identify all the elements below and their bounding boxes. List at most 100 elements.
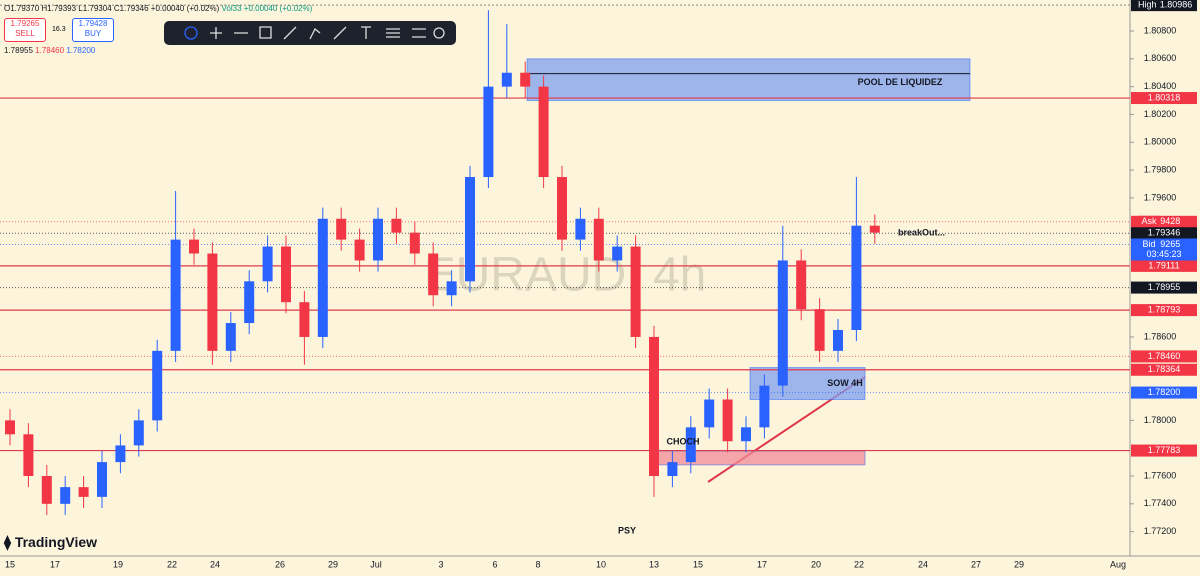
side-tag-label: Bid bbox=[1142, 239, 1155, 249]
y-tick-label: 1.80400 bbox=[1144, 81, 1177, 91]
x-tick-label: 20 bbox=[811, 559, 821, 569]
candle-body bbox=[133, 420, 144, 446]
tool[interactable] bbox=[184, 26, 198, 40]
brand-name: TradingView bbox=[14, 534, 98, 550]
x-tick-label: 17 bbox=[50, 559, 60, 569]
x-tick-label: 3 bbox=[438, 559, 443, 569]
candle-body bbox=[483, 86, 494, 178]
level-tag bbox=[1131, 259, 1197, 272]
candle-body bbox=[557, 177, 567, 240]
price-tag bbox=[1131, 350, 1197, 363]
x-tick-label: 29 bbox=[1014, 559, 1024, 569]
x-tick-label: 22 bbox=[167, 559, 177, 569]
tool-icons[interactable] bbox=[210, 26, 445, 40]
x-tick-label: 24 bbox=[918, 559, 928, 569]
sell-button[interactable]: 1.79265 SELL bbox=[4, 18, 46, 42]
level-tag bbox=[1131, 444, 1197, 457]
volume: Vol33 +0.00040 (+0.02%) bbox=[221, 4, 313, 13]
high-name: High bbox=[1138, 0, 1157, 10]
buy-price: 1.79428 bbox=[78, 19, 108, 28]
level-label: 1.79111 bbox=[1148, 260, 1179, 270]
level-label: 1.80318 bbox=[1148, 92, 1181, 102]
candle-body bbox=[409, 232, 420, 254]
side-tag bbox=[1138, 215, 1160, 228]
candle-body bbox=[23, 434, 34, 477]
candle-body bbox=[5, 420, 15, 435]
y-tick-label: 1.78000 bbox=[1144, 415, 1177, 425]
candle-body bbox=[851, 225, 862, 330]
annotation: breakOut... bbox=[898, 227, 945, 237]
price-label: 1.78955 bbox=[1148, 282, 1181, 292]
level: 1.78955 bbox=[4, 46, 33, 55]
candle-body bbox=[685, 427, 696, 463]
x-tick-label: Aug bbox=[1110, 559, 1126, 569]
x-tick-label: 8 bbox=[535, 559, 540, 569]
y-tick-label: 1.78600 bbox=[1144, 331, 1177, 341]
level-tag bbox=[1131, 92, 1197, 105]
annotation: CHOCH bbox=[667, 436, 700, 446]
zone-label: SOW 4H bbox=[827, 378, 863, 388]
annotation: PSY bbox=[618, 525, 636, 535]
y-tick-label: 1.77600 bbox=[1144, 470, 1177, 480]
candle-body bbox=[41, 476, 52, 504]
x-tick-label: 22 bbox=[854, 559, 864, 569]
y-tick-label: 1.77400 bbox=[1144, 498, 1177, 508]
candle-body bbox=[60, 487, 71, 504]
candle-body bbox=[814, 309, 825, 351]
price-label: 1.79265 bbox=[1148, 239, 1181, 249]
candle-body bbox=[501, 72, 512, 87]
buy-button[interactable]: 1.79428 BUY bbox=[72, 18, 114, 42]
zone-label: POOL DE LIQUIDEZ bbox=[858, 77, 943, 87]
candle-body bbox=[281, 246, 291, 303]
price-tag bbox=[1131, 386, 1197, 399]
candle-body bbox=[262, 246, 273, 282]
candle-body bbox=[833, 329, 843, 351]
price-label: 1.78460 bbox=[1148, 351, 1181, 361]
candle-body bbox=[207, 253, 218, 351]
side-tag-label: Ask bbox=[1141, 216, 1157, 226]
price-tag bbox=[1131, 281, 1197, 294]
candle-body bbox=[796, 260, 807, 310]
candle-body bbox=[722, 399, 733, 442]
y-tick-label: 1.79800 bbox=[1144, 164, 1177, 174]
candle-body bbox=[189, 239, 199, 254]
x-tick-label: 6 bbox=[492, 559, 497, 569]
candle-body bbox=[97, 462, 107, 497]
candle-body bbox=[225, 323, 236, 351]
candle-body bbox=[152, 350, 163, 421]
order-levels: 1.78955 1.78460 1.78200 bbox=[4, 46, 95, 55]
candle-body bbox=[446, 281, 457, 296]
brand: ⧫ TradingView bbox=[4, 534, 98, 550]
candle-body bbox=[593, 218, 604, 261]
buy-label: BUY bbox=[84, 29, 102, 38]
toolbar-icons bbox=[184, 26, 445, 40]
y-tick-label: 1.77200 bbox=[1144, 526, 1177, 536]
x-tick-label: 26 bbox=[275, 559, 285, 569]
candle-body bbox=[741, 427, 751, 442]
candle-body bbox=[244, 281, 255, 324]
level-label: 1.77783 bbox=[1148, 445, 1181, 455]
quote-bar: O1.79370 H1.79393 L1.79304 C1.79346 +0.0… bbox=[4, 4, 312, 13]
candle-body bbox=[170, 239, 181, 351]
x-tick-label: 24 bbox=[210, 559, 220, 569]
y-tick-label: 1.79600 bbox=[1144, 192, 1177, 202]
candle-body bbox=[520, 72, 531, 87]
level-tag bbox=[1131, 304, 1197, 317]
spread: 16.3 bbox=[52, 26, 66, 33]
candle-body bbox=[354, 239, 365, 261]
x-tick-label: 19 bbox=[113, 559, 123, 569]
level-tag bbox=[1131, 363, 1197, 376]
y-tick-label: 1.80800 bbox=[1144, 25, 1177, 35]
price-label: 1.79346 bbox=[1148, 228, 1181, 238]
candle-body bbox=[667, 462, 678, 477]
candle-body bbox=[336, 218, 347, 240]
candle-body bbox=[704, 399, 715, 428]
candle-body bbox=[465, 177, 475, 282]
side-tag bbox=[1138, 238, 1160, 251]
level-label: 1.78364 bbox=[1148, 364, 1181, 374]
y-tick-label: 1.80600 bbox=[1144, 53, 1177, 63]
level-label: 1.78793 bbox=[1148, 304, 1181, 314]
zone bbox=[526, 58, 971, 102]
